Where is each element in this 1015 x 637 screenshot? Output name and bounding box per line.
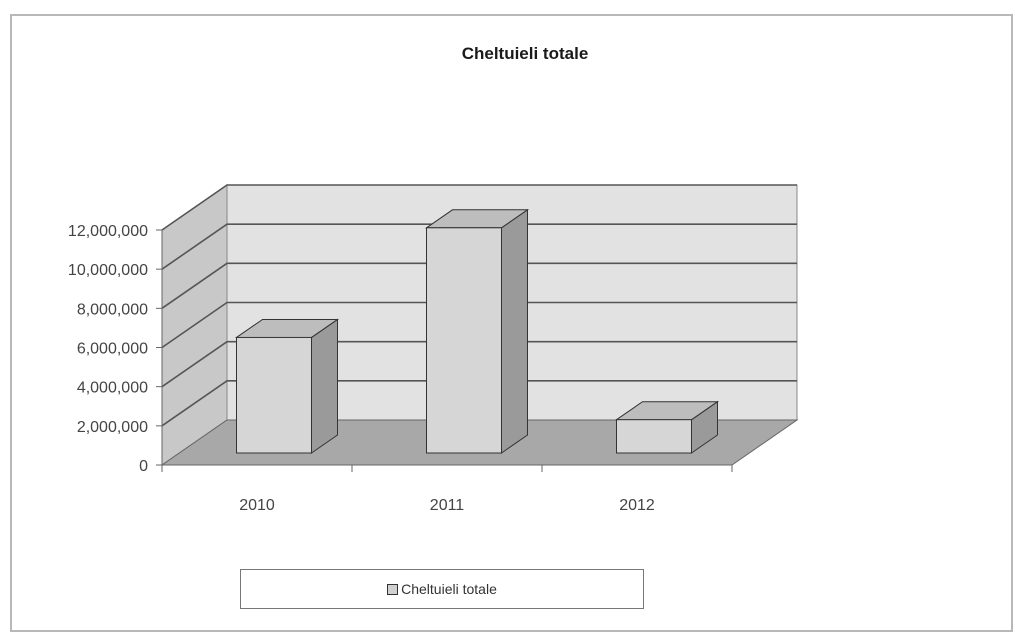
y-tick-label: 10,000,000 — [68, 262, 148, 279]
bar — [616, 419, 692, 454]
gridline — [161, 301, 797, 349]
gridline — [161, 262, 797, 309]
chart-legend: Cheltuieli totale — [240, 569, 644, 609]
bar-side — [311, 318, 338, 454]
bar-side — [501, 208, 528, 454]
y-tick-label: 6,000,000 — [77, 341, 148, 358]
x-tick-label: 2011 — [430, 497, 465, 514]
y-tick-label: 4,000,000 — [77, 380, 148, 397]
chart-title: Cheltuieli totale — [461, 44, 589, 63]
y-tick-label: 12,000,000 — [68, 223, 148, 240]
gridline — [161, 184, 797, 231]
gridline — [161, 340, 797, 388]
x-tick-label: 2010 — [239, 497, 275, 514]
gridline — [161, 223, 797, 270]
y-tick-label: 8,000,000 — [77, 301, 148, 318]
y-tick-label: 2,000,000 — [77, 419, 148, 436]
legend-label: Cheltuieli totale — [401, 581, 497, 597]
y-tick-label: 0 — [139, 458, 148, 475]
legend-swatch — [387, 583, 399, 595]
bar — [236, 336, 312, 454]
gridline — [161, 380, 797, 427]
bar — [426, 227, 502, 454]
x-tick-label: 2012 — [619, 497, 655, 514]
